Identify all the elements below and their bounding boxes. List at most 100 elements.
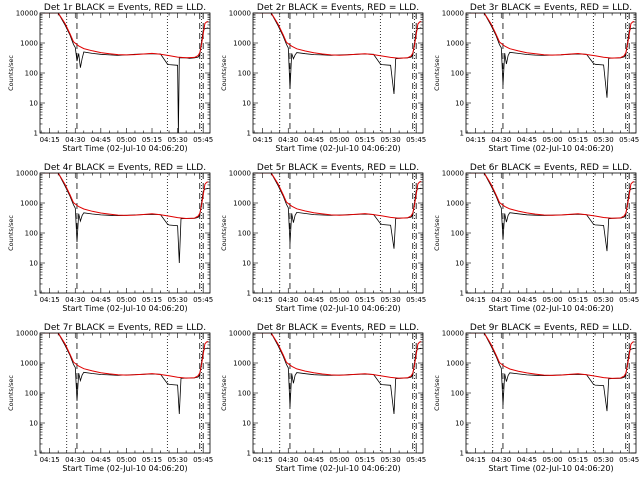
x-tick-label: 04:45	[304, 296, 324, 304]
x-axis-label: Start Time (02-Jul-10 04:06:20)	[488, 464, 613, 473]
x-axis-label: Start Time (02-Jul-10 04:06:20)	[275, 304, 400, 313]
y-tick-label: 1	[34, 130, 38, 138]
x-tick-label: 05:15	[568, 136, 588, 144]
detector-panel-9: Det 9r BLACK = Events, RED = LLD. 1 10 100 1…	[433, 323, 639, 473]
panel-title: Det 4r BLACK = Events, RED = LLD.	[44, 163, 206, 173]
x-tick-label: 04:15	[40, 456, 60, 464]
lld-series-line	[40, 13, 209, 59]
y-tick-label: 1	[460, 450, 464, 458]
x-tick-label: 04:45	[91, 296, 111, 304]
panel-title: Det 7r BLACK = Events, RED = LLD.	[44, 323, 206, 333]
y-axis-label: Counts/sec	[433, 55, 441, 91]
x-tick-label: 05:45	[193, 296, 213, 304]
x-tick-label: 04:30	[491, 456, 511, 464]
detector-panel-2: Det 2r BLACK = Events, RED = LLD. 1 10 100 1…	[220, 3, 426, 153]
x-tick-label: 05:30	[593, 296, 613, 304]
x-tick-label: 05:45	[406, 296, 426, 304]
y-tick-label: 1	[247, 450, 251, 458]
x-tick-label: 05:00	[542, 136, 562, 144]
x-axis-label: Start Time (02-Jul-10 04:06:20)	[62, 464, 187, 473]
y-tick-label: 1	[247, 130, 251, 138]
y-tick-label: 1	[34, 290, 38, 298]
y-tick-label: 1000	[20, 200, 38, 208]
x-tick-label: 05:45	[193, 136, 213, 144]
x-tick-label: 05:00	[116, 456, 136, 464]
x-axis-label: Start Time (02-Jul-10 04:06:20)	[62, 304, 187, 313]
lld-series-line	[40, 173, 209, 220]
y-tick-label: 1000	[233, 200, 251, 208]
y-tick-label: 10000	[442, 10, 464, 18]
x-tick-label: 04:30	[278, 136, 298, 144]
y-tick-label: 10000	[229, 170, 251, 178]
panel-title: Det 9r BLACK = Events, RED = LLD.	[470, 323, 632, 333]
x-axis-label: Start Time (02-Jul-10 04:06:20)	[275, 464, 400, 473]
y-axis-label: Counts/sec	[433, 375, 441, 411]
detector-panel-3: Det 3r BLACK = Events, RED = LLD. 1 10 100 1…	[433, 3, 639, 153]
y-tick-label: 100	[238, 70, 251, 78]
x-tick-label: 05:15	[142, 296, 162, 304]
x-tick-label: 05:00	[116, 136, 136, 144]
x-tick-label: 05:30	[167, 296, 187, 304]
x-tick-label: 05:15	[142, 456, 162, 464]
y-tick-label: 1000	[233, 360, 251, 368]
plot-frame	[39, 12, 211, 134]
y-tick-label: 100	[25, 390, 38, 398]
y-tick-label: 10000	[16, 170, 38, 178]
x-tick-label: 04:15	[253, 456, 273, 464]
x-tick-label: 05:00	[542, 296, 562, 304]
x-tick-label: 05:30	[593, 456, 613, 464]
x-tick-label: 05:30	[593, 136, 613, 144]
panel-title: Det 2r BLACK = Events, RED = LLD.	[257, 3, 419, 13]
x-tick-label: 05:45	[406, 136, 426, 144]
x-tick-label: 04:15	[466, 136, 486, 144]
x-tick-label: 04:30	[491, 136, 511, 144]
y-tick-label: 10	[242, 260, 251, 268]
y-tick-label: 10	[29, 260, 38, 268]
panel-title: Det 8r BLACK = Events, RED = LLD.	[257, 323, 419, 333]
y-tick-label: 1000	[446, 200, 464, 208]
x-tick-label: 04:30	[65, 136, 85, 144]
y-tick-label: 10000	[442, 330, 464, 338]
y-tick-label: 1000	[20, 360, 38, 368]
x-tick-label: 05:30	[380, 296, 400, 304]
plot-frame	[252, 172, 424, 294]
x-tick-label: 04:30	[278, 456, 298, 464]
y-tick-label: 100	[238, 230, 251, 238]
x-tick-label: 05:15	[568, 296, 588, 304]
x-tick-label: 04:45	[304, 456, 324, 464]
plot-frame	[465, 12, 637, 134]
y-tick-label: 10000	[16, 10, 38, 18]
y-tick-label: 100	[25, 230, 38, 238]
y-axis-label: Counts/sec	[220, 375, 228, 411]
plot-frame	[39, 332, 211, 454]
x-tick-label: 04:15	[253, 296, 273, 304]
y-tick-label: 1	[247, 290, 251, 298]
detector-panel-4: Det 4r BLACK = Events, RED = LLD. 1 10 100 1…	[7, 163, 213, 313]
lld-series-line	[253, 173, 422, 219]
y-tick-label: 100	[451, 390, 464, 398]
x-tick-label: 04:45	[91, 136, 111, 144]
y-tick-label: 100	[238, 390, 251, 398]
x-tick-label: 05:15	[355, 136, 375, 144]
y-axis-label: Counts/sec	[7, 375, 15, 411]
y-tick-label: 10	[29, 420, 38, 428]
y-tick-label: 10	[455, 100, 464, 108]
y-tick-label: 10000	[229, 10, 251, 18]
x-tick-label: 05:45	[406, 456, 426, 464]
x-tick-label: 05:00	[329, 136, 349, 144]
x-tick-label: 04:30	[65, 296, 85, 304]
x-tick-label: 04:45	[517, 136, 537, 144]
y-tick-label: 10	[242, 420, 251, 428]
detector-panel-1: Det 1r BLACK = Events, RED = LLD. 1 10 100 1…	[7, 3, 213, 153]
x-tick-label: 05:00	[542, 456, 562, 464]
x-tick-label: 05:30	[167, 456, 187, 464]
x-tick-label: 04:45	[517, 456, 537, 464]
x-tick-label: 04:15	[40, 296, 60, 304]
y-tick-label: 1000	[446, 360, 464, 368]
x-axis-label: Start Time (02-Jul-10 04:06:20)	[275, 144, 400, 153]
detector-panel-7: Det 7r BLACK = Events, RED = LLD. 1 10 100 1…	[7, 323, 213, 473]
y-axis-label: Counts/sec	[220, 215, 228, 251]
x-tick-label: 04:45	[91, 456, 111, 464]
x-tick-label: 04:30	[278, 296, 298, 304]
